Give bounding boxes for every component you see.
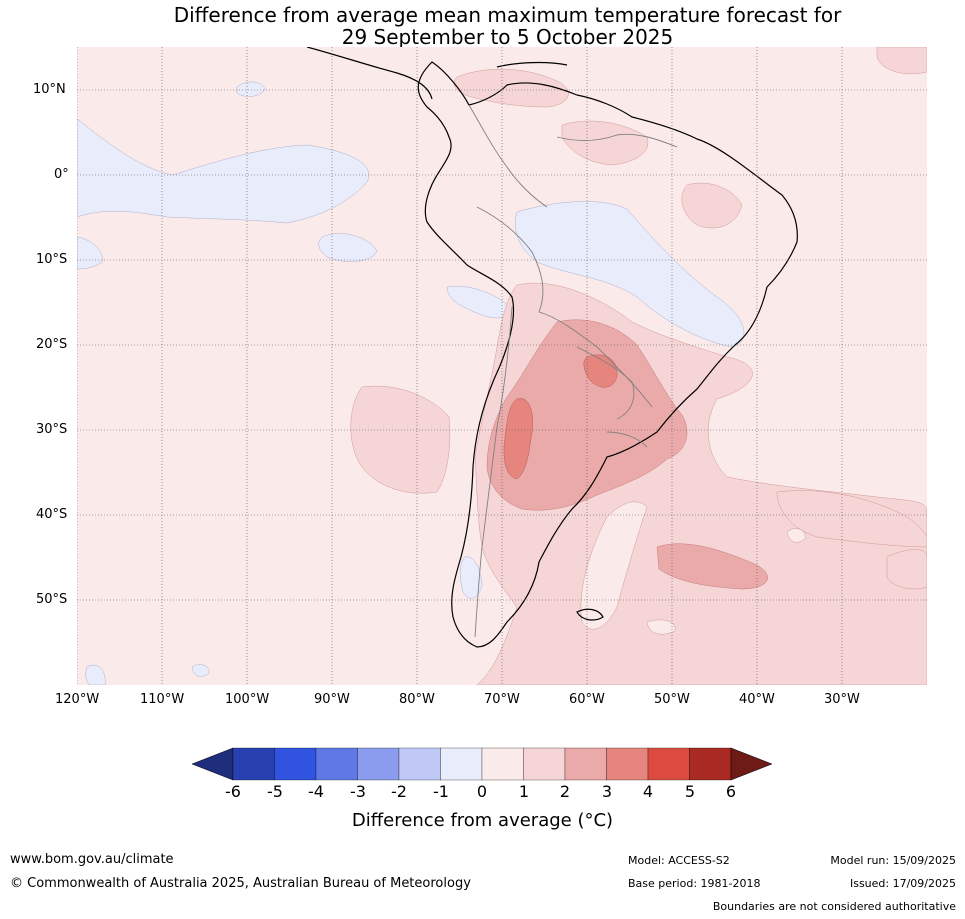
boundary-paraguay [576, 346, 635, 420]
pink-region-atlantic-ne [876, 47, 927, 75]
lon-label-60w: 60°W [569, 692, 605, 707]
pink-region-ne-brazil-coast [681, 182, 743, 229]
colorbar-label-6: 6 [725, 782, 737, 801]
light-region-patagonia [580, 501, 648, 630]
pink-region-east-atlantic [886, 549, 927, 590]
pink-region-guiana [561, 120, 649, 166]
colorbar-bin--2-to--1 [398, 747, 441, 781]
colorbar-bin-0-to-1 [481, 747, 524, 781]
colorbar-label-4: 4 [642, 782, 654, 801]
lat-label-0: 0° [54, 167, 69, 182]
pink-region-caribbean [453, 68, 569, 108]
colorbar-bin--5-to--4 [274, 747, 317, 781]
country-boundaries-layer [468, 104, 678, 638]
colorbar-label-minus6: -6 [225, 782, 241, 801]
colorbar-label-minus5: -5 [267, 782, 283, 801]
colorbar-bin-4-to-5 [647, 747, 690, 781]
pink-region-pacific-south [350, 385, 451, 494]
blue-region-pacific-south-small [191, 664, 210, 677]
colorbar-label-minus4: -4 [308, 782, 324, 801]
medium-region-atlantic-south [656, 543, 768, 590]
anomaly-0-to-1-interior [580, 501, 806, 635]
boundary-chile-argentina [474, 306, 513, 638]
lon-label-120w: 120°W [55, 692, 100, 707]
colorbar-bin-3-to-4 [606, 747, 649, 781]
gridlines [77, 47, 927, 685]
anomaly-3-to-4-regions [503, 354, 618, 480]
lon-label-40w: 40°W [739, 692, 775, 707]
south-america-coastline [417, 61, 798, 648]
colorbar-label-minus2: -2 [391, 782, 407, 801]
map-title: Difference from average mean maximum tem… [0, 4, 965, 48]
boundary-peru-brazil [476, 206, 544, 313]
title-line-1: Difference from average mean maximum tem… [173, 3, 842, 27]
lon-label-70w: 70°W [484, 692, 520, 707]
footer-model: Model: ACCESS-S2 [628, 854, 730, 867]
forecast-map [77, 47, 927, 685]
footer-model-run: Model run: 15/09/2025 [830, 854, 956, 867]
colorbar-title: Difference from average (°C) [351, 810, 614, 831]
colorbar-extend-high [730, 747, 773, 781]
blue-region-pacific-small [236, 81, 266, 97]
footer-website[interactable]: www.bom.gov.au/climate [10, 852, 174, 867]
colorbar-label-0: 0 [476, 782, 488, 801]
central-america-coastline [306, 47, 433, 100]
lat-label-10s: 10°S [36, 252, 68, 267]
lat-label-20s: 20°S [36, 337, 68, 352]
lat-label-40s: 40°S [36, 507, 68, 522]
colorbar-bin-1-to-2 [523, 747, 566, 781]
boundary-uruguay [606, 431, 648, 448]
dark-region-argentina-west [503, 398, 533, 480]
title-line-2: 29 September to 5 October 2025 [341, 25, 674, 49]
colorbar-label-3: 3 [601, 782, 613, 801]
colorbar-bin--3-to--2 [357, 747, 400, 781]
anomaly-minus1-to-0-regions [77, 81, 745, 685]
boundary-guianas [556, 133, 678, 148]
colorbar-label-minus3: -3 [350, 782, 366, 801]
boundary-colombia-venezuela [468, 104, 548, 208]
colorbar-bin--4-to--3 [315, 747, 358, 781]
caribbean-islands-coastline [496, 61, 568, 68]
lon-label-110w: 110°W [140, 692, 185, 707]
light-region-atlantic-small-1 [786, 528, 806, 543]
colorbar-label-5: 5 [684, 782, 696, 801]
lat-label-30s: 30°S [36, 422, 68, 437]
colorbar [192, 747, 773, 781]
colorbar-bin--1-to-0 [440, 747, 483, 781]
lon-label-30w: 30°W [824, 692, 860, 707]
colorbar-bin-2-to-3 [564, 747, 607, 781]
colorbar-label-minus1: -1 [433, 782, 449, 801]
light-region-atlantic-small-2 [646, 619, 676, 635]
lon-label-100w: 100°W [225, 692, 270, 707]
lon-label-80w: 80°W [399, 692, 435, 707]
colorbar-label-1: 1 [518, 782, 530, 801]
colorbar-label-2: 2 [559, 782, 571, 801]
footer-copyright: © Commonwealth of Australia 2025, Austra… [10, 876, 471, 891]
footer-base-period: Base period: 1981-2018 [628, 877, 761, 890]
footer-issued: Issued: 17/09/2025 [849, 877, 956, 890]
blue-region-pacific-equatorial [77, 118, 370, 224]
colorbar-bin-5-to-6 [689, 747, 732, 781]
lat-label-50s: 50°S [36, 592, 68, 607]
colorbar-extend-low [192, 747, 234, 781]
lon-label-90w: 90°W [314, 692, 350, 707]
blue-region-pacific-west [77, 236, 103, 270]
lon-label-50w: 50°W [654, 692, 690, 707]
blue-region-sw-corner [85, 664, 106, 685]
anomaly-2-to-3-regions [486, 319, 768, 590]
blue-region-chile-south [460, 556, 483, 599]
falklands-coastline [576, 608, 604, 621]
dark-region-paraguay [583, 354, 618, 388]
lat-label-10n: 10°N [33, 82, 66, 97]
blue-region-off-peru [318, 233, 378, 262]
footer-disclaimer: Boundaries are not considered authoritat… [712, 900, 956, 913]
boundary-brazil-bolivia [538, 311, 653, 408]
colorbar-bin--6-to--5 [232, 747, 275, 781]
coastline-layer [306, 47, 798, 648]
